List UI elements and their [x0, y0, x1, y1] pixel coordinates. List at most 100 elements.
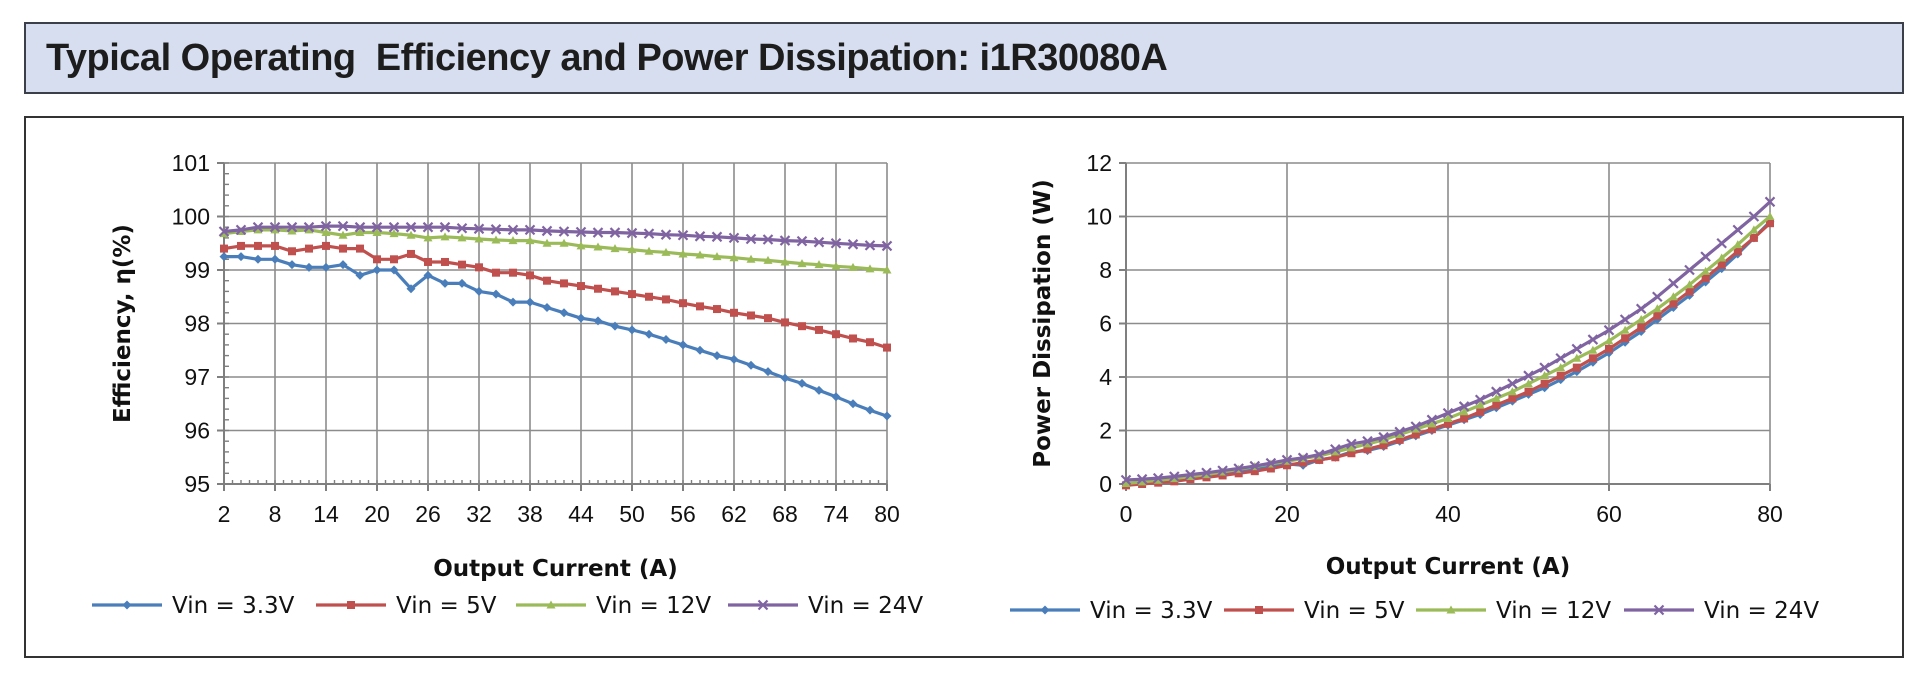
y-tick-label: 12 — [1086, 150, 1112, 176]
data-point — [525, 297, 535, 307]
data-point — [1169, 471, 1180, 482]
data-point — [1637, 323, 1646, 332]
series-3 — [218, 220, 893, 252]
data-point — [1668, 292, 1678, 301]
data-point — [1588, 345, 1598, 354]
x-tick-label: 56 — [670, 501, 696, 527]
series-1 — [220, 241, 891, 352]
data-point — [1444, 419, 1452, 428]
data-point — [746, 360, 756, 370]
data-point — [1265, 457, 1277, 469]
x-axis-title: Output Current (A) — [433, 556, 678, 582]
data-point — [865, 264, 875, 273]
data-point — [236, 252, 246, 262]
legend-label: Vin = 12V — [1496, 598, 1611, 624]
data-point — [713, 305, 721, 314]
data-point — [1507, 378, 1518, 389]
data-point — [712, 252, 722, 261]
data-point — [1748, 211, 1760, 222]
data-point — [779, 235, 791, 246]
data-point — [1394, 426, 1405, 438]
data-point — [457, 233, 467, 242]
data-point — [1701, 274, 1710, 283]
power-dissipation-chart: 0 2 4 6 8 10 12 0 20 40 60 80 Output Current (A) Powe… — [1010, 150, 1819, 624]
data-point — [847, 239, 859, 250]
data-point — [1346, 438, 1357, 450]
data-point — [661, 247, 671, 256]
x-tick-label: 50 — [619, 501, 645, 527]
data-point — [1395, 430, 1405, 439]
data-point — [1717, 253, 1727, 262]
y-tick-label: 100 — [172, 204, 210, 230]
y-axis-title: Efficiency, η(%) — [110, 224, 136, 423]
data-point — [560, 279, 568, 288]
legend-label: Vin = 3.3V — [1090, 598, 1213, 624]
data-point — [1700, 251, 1711, 262]
x-tick-label: 14 — [313, 501, 339, 527]
data-point — [440, 278, 450, 288]
data-point — [474, 234, 484, 243]
data-point — [218, 226, 230, 237]
data-point — [338, 230, 348, 239]
data-point — [1299, 458, 1308, 467]
data-point — [729, 354, 739, 364]
data-point — [747, 311, 755, 320]
data-point — [473, 223, 485, 235]
legend-marker — [1653, 604, 1665, 616]
legend: Vin = 3.3V Vin = 5V Vin = 12V Vin = 24V — [1010, 598, 1819, 624]
data-point — [252, 221, 264, 233]
data-point — [542, 238, 552, 247]
y-tick-label: 98 — [184, 311, 210, 337]
x-tick-label: 80 — [874, 501, 900, 527]
data-point — [1442, 407, 1454, 419]
legend-marker — [1040, 605, 1050, 615]
data-point — [1733, 240, 1743, 249]
data-point — [1378, 431, 1389, 443]
data-point — [813, 236, 825, 248]
x-tick-label: 20 — [364, 501, 390, 527]
data-point — [848, 262, 858, 271]
data-point — [1765, 212, 1775, 220]
data-point — [1474, 394, 1486, 406]
data-point — [1411, 430, 1420, 439]
data-point — [559, 308, 569, 318]
data-point — [1524, 387, 1533, 396]
data-point — [865, 405, 875, 415]
data-point — [1347, 449, 1356, 458]
data-point — [406, 284, 416, 294]
data-point — [474, 286, 484, 296]
data-point — [575, 226, 587, 238]
data-point — [1523, 370, 1534, 381]
data-point — [305, 244, 313, 253]
data-point — [1621, 334, 1630, 343]
data-point — [388, 221, 400, 233]
series-line — [224, 255, 888, 418]
data-point — [866, 338, 874, 347]
data-point — [1716, 237, 1727, 249]
data-point — [1685, 287, 1694, 296]
data-point — [644, 329, 654, 339]
data-point — [509, 268, 517, 277]
data-point — [1491, 386, 1502, 397]
data-point — [645, 292, 653, 301]
data-point — [745, 233, 757, 245]
data-point — [1556, 371, 1565, 380]
data-point — [1669, 299, 1678, 308]
data-point — [849, 334, 857, 343]
data-point — [1331, 453, 1340, 462]
data-point — [712, 351, 722, 361]
data-point — [577, 282, 585, 291]
data-point — [576, 313, 586, 323]
data-point — [644, 246, 654, 255]
x-tick-label: 68 — [772, 501, 798, 527]
data-point — [1524, 379, 1533, 388]
x-tick-label: 26 — [415, 501, 441, 527]
data-point — [338, 260, 348, 270]
data-point — [730, 308, 738, 317]
data-point — [1620, 325, 1630, 334]
data-point — [423, 270, 433, 280]
data-point — [475, 263, 483, 272]
y-tick-label: 97 — [184, 364, 210, 390]
data-point — [405, 221, 417, 233]
data-point — [422, 221, 434, 233]
